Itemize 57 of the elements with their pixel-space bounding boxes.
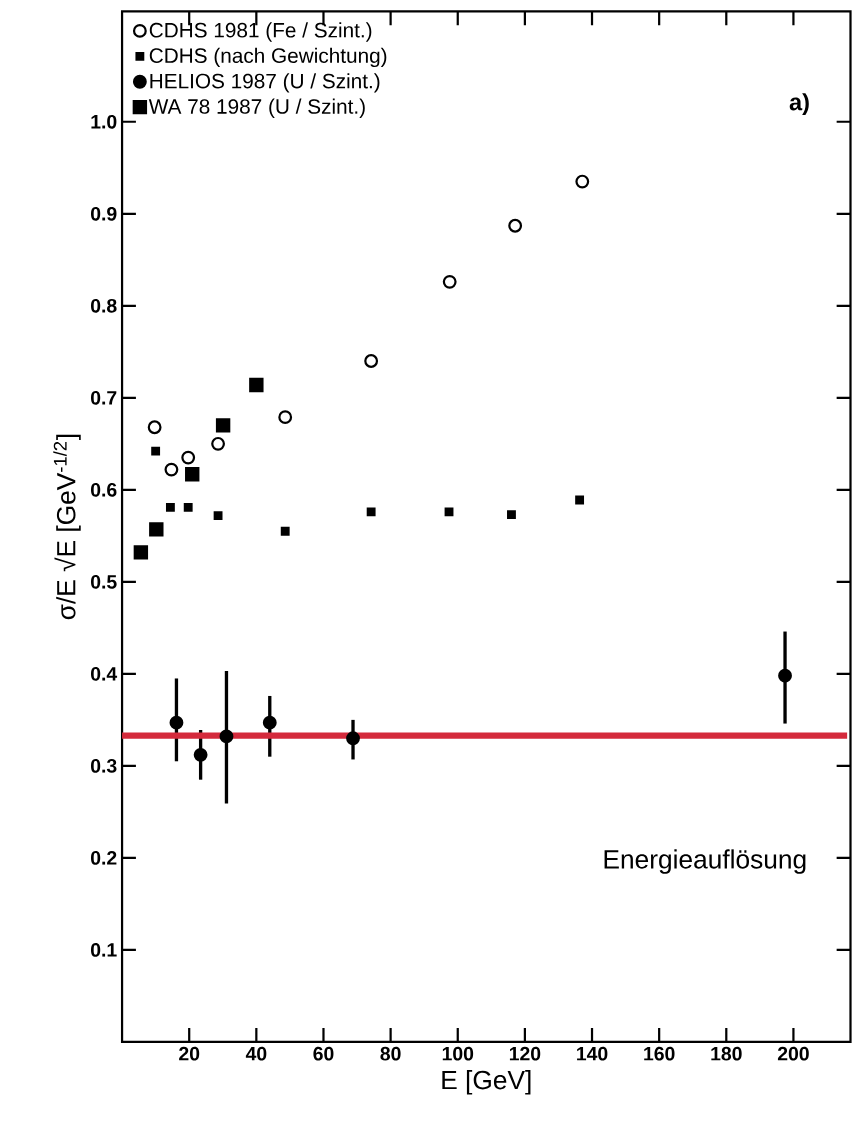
y-tick-label: 0.2 [90,851,117,865]
x-tick-label: 140 [577,1046,608,1061]
x-tick-label: 180 [711,1046,742,1061]
point [346,731,360,746]
annotation: a) [789,93,809,116]
point [280,526,290,536]
y-axis-title: σ/E √E [GeV$^{-1/2}$] [53,434,81,620]
point [211,436,225,451]
y-tick-label: 0.7 [90,390,117,405]
x-tick-label: 80 [380,1046,401,1061]
x-tick-label: 200 [777,1046,809,1061]
point [151,446,161,456]
point [778,668,792,683]
y-tick-label: 0.8 [90,298,117,313]
point [278,410,293,425]
y-tick-label: 0.3 [90,759,117,773]
point [575,174,590,189]
point [133,545,149,560]
point [213,511,223,521]
point [149,522,164,537]
point [193,747,208,762]
point [507,510,516,520]
point [183,502,193,512]
point [219,729,234,744]
y-tick-label: 0.5 [90,574,117,589]
point [164,462,179,477]
point [444,507,454,517]
y-tick-label: 0.1 [90,943,117,957]
legend-label: CDHS 1981 (Fe / Szint.) [149,22,372,42]
point [181,450,196,465]
x-tick-label: 60 [313,1046,334,1061]
point [364,354,379,368]
point [249,377,264,393]
annotation: Energieauflösung [604,849,806,874]
x-tick-label: 160 [644,1046,675,1061]
y-tick-label: 0.6 [90,482,117,497]
legend-label: CDHS (nach Gewichtung) [149,47,387,68]
point [366,507,376,517]
point [508,218,523,233]
legend-label: WA 78 1987 (U / Szint.) [148,98,365,118]
point [185,466,200,482]
point [575,495,585,505]
x-tick-label: 20 [179,1046,200,1061]
y-tick-label: 0.9 [90,206,117,221]
x-axis-title: E [GeV] [442,1070,531,1095]
point [147,420,162,435]
x-tick-label: 100 [442,1046,474,1061]
legend-label: HELIOS 1987 (U / Szint.) [150,73,380,93]
point [165,502,175,512]
point [169,715,184,730]
point [215,418,231,433]
point [262,715,277,730]
y-tick-label: 0.4 [90,666,118,681]
x-tick-label: 40 [245,1046,267,1061]
y-tick-label: 1.0 [91,114,117,129]
point [442,274,457,289]
x-tick-label: 120 [509,1046,541,1061]
